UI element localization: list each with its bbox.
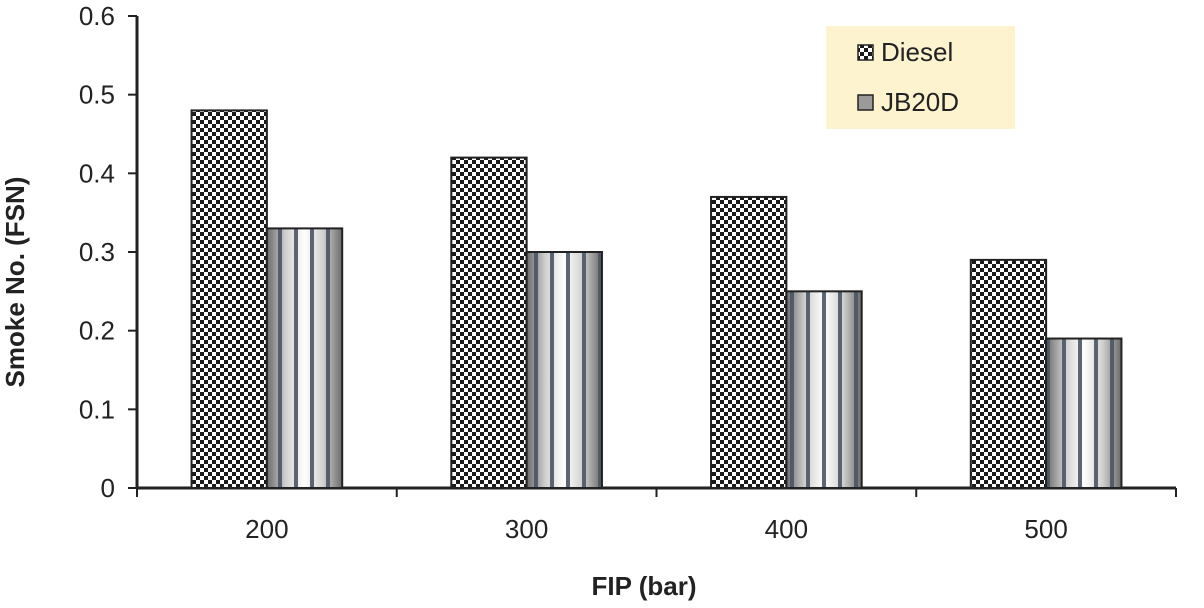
diesel-bar-500 bbox=[969, 258, 1048, 489]
y-tick-label: 0 bbox=[101, 473, 115, 503]
legend-swatch-jb20d bbox=[857, 94, 874, 111]
legend-label: JB20D bbox=[881, 87, 959, 117]
y-tick-label: 0.4 bbox=[79, 158, 115, 188]
y-tick-label: 0.6 bbox=[79, 1, 115, 31]
y-tick-label: 0.3 bbox=[79, 237, 115, 267]
x-tick-label: 200 bbox=[245, 514, 288, 544]
x-tick-label: 300 bbox=[505, 514, 548, 544]
legend-swatch-diesel bbox=[857, 44, 874, 61]
y-tick-label: 0.2 bbox=[79, 316, 115, 346]
jb20d-bar-400 bbox=[785, 290, 863, 490]
bar-stripes bbox=[266, 228, 343, 488]
legend-box bbox=[826, 26, 1015, 129]
bar-outline bbox=[1045, 337, 1123, 489]
bar-stripes bbox=[1046, 338, 1122, 488]
jb20d-bar-300 bbox=[525, 251, 603, 489]
y-tick-label: 0.1 bbox=[79, 394, 115, 424]
bar-stripes bbox=[786, 291, 862, 488]
bar-outline bbox=[265, 227, 344, 489]
bar-outline bbox=[785, 290, 863, 490]
diesel-bar-200 bbox=[190, 109, 268, 490]
diesel-bar-400 bbox=[710, 195, 788, 490]
bar-outline bbox=[525, 251, 603, 489]
bars bbox=[190, 109, 1123, 490]
jb20d-bar-500 bbox=[1045, 337, 1123, 489]
x-tick-label: 400 bbox=[765, 514, 808, 544]
x-tick-label: 500 bbox=[1024, 514, 1067, 544]
legend-label: Diesel bbox=[881, 37, 953, 67]
y-axis: 0 0.1 0.2 0.3 0.4 0.5 0.6 bbox=[79, 1, 139, 503]
bar-stripes bbox=[526, 252, 602, 488]
y-tick-label: 0.5 bbox=[79, 80, 115, 110]
diesel-bar-300 bbox=[450, 156, 528, 489]
jb20d-bar-200 bbox=[265, 227, 344, 489]
y-axis-title: Smoke No. (FSN) bbox=[0, 177, 30, 388]
legend: Diesel JB20D bbox=[826, 26, 1015, 129]
x-axis: 200 300 400 500 bbox=[136, 486, 1177, 544]
x-axis-title: FIP (bar) bbox=[592, 571, 697, 601]
